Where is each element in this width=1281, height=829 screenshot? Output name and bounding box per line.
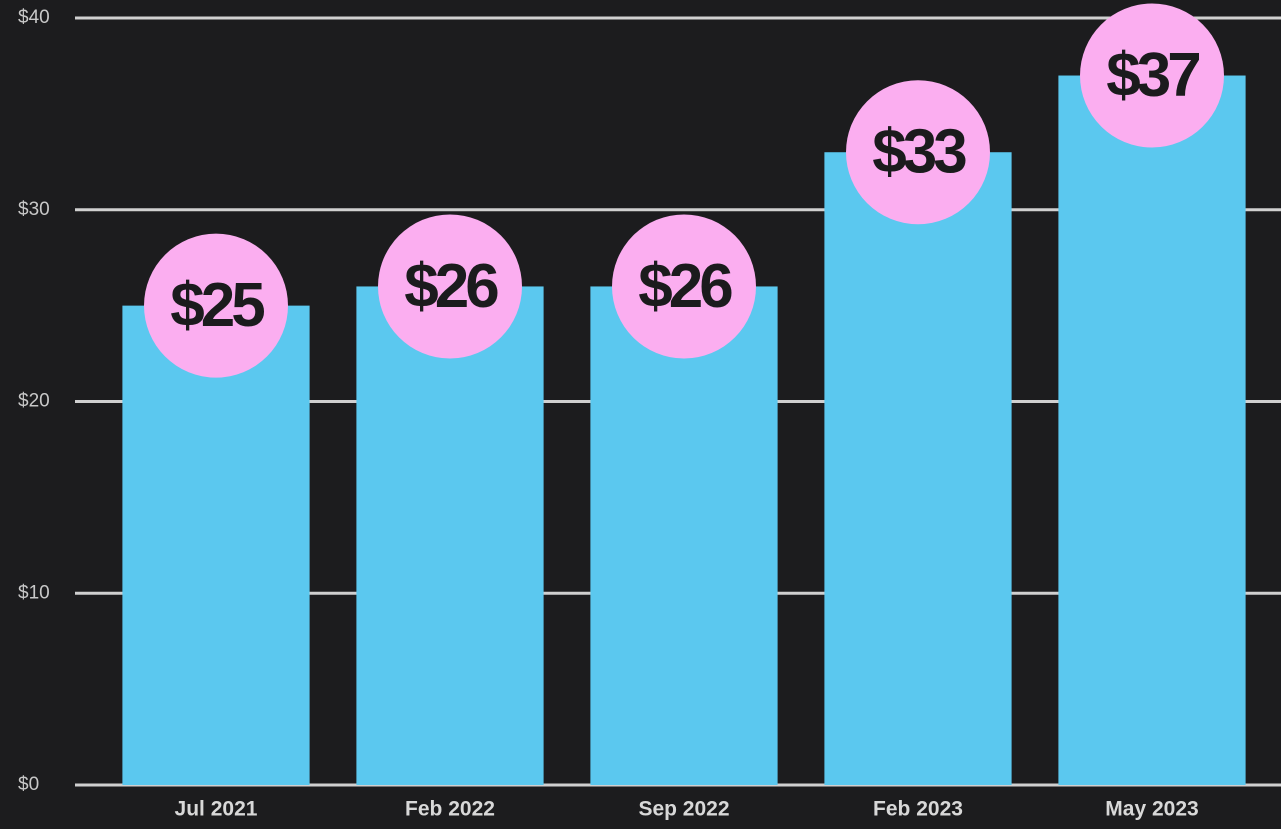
bar: [824, 152, 1012, 786]
value-label-badge: [1080, 3, 1224, 148]
y-tick-label: $10: [18, 582, 50, 603]
value-label: $25: [170, 271, 264, 340]
x-tick-label: Feb 2022: [405, 798, 495, 821]
value-label: $37: [1106, 41, 1199, 110]
bar: [1058, 75, 1246, 785]
bar: [122, 305, 310, 785]
value-label-badge: [846, 80, 990, 225]
value-label-badge: [612, 214, 756, 359]
y-tick-label: $30: [18, 199, 50, 220]
x-tick-label: Jul 2021: [175, 798, 258, 821]
value-label-badge: [144, 233, 288, 378]
value-label-badge: [378, 214, 522, 359]
x-tick-label: Feb 2023: [873, 798, 963, 821]
bar: [590, 286, 778, 785]
value-label: $26: [404, 252, 498, 321]
y-tick-label: $20: [18, 391, 50, 412]
bar: [356, 286, 544, 785]
x-tick-label: May 2023: [1105, 798, 1198, 821]
y-tick-label: $0: [18, 774, 39, 795]
x-tick-label: Sep 2022: [638, 798, 729, 821]
value-label: $26: [638, 252, 732, 321]
y-tick-label: $40: [18, 7, 50, 28]
value-label: $33: [872, 118, 966, 187]
